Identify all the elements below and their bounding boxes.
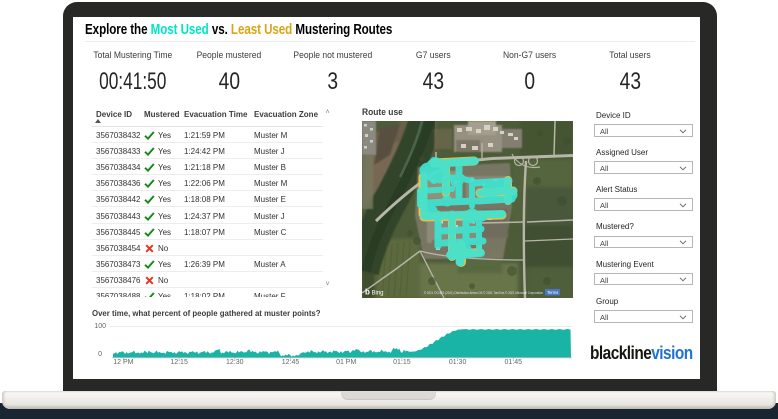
- svg-text:Terms: Terms: [547, 290, 558, 295]
- svg-text:Bing: Bing: [372, 291, 384, 297]
- svg-text:b: b: [365, 288, 370, 297]
- svg-text:© 2021 ©CNES (2021) Distributi: © 2021 ©CNES (2021) Distribution Airbus …: [424, 291, 543, 295]
